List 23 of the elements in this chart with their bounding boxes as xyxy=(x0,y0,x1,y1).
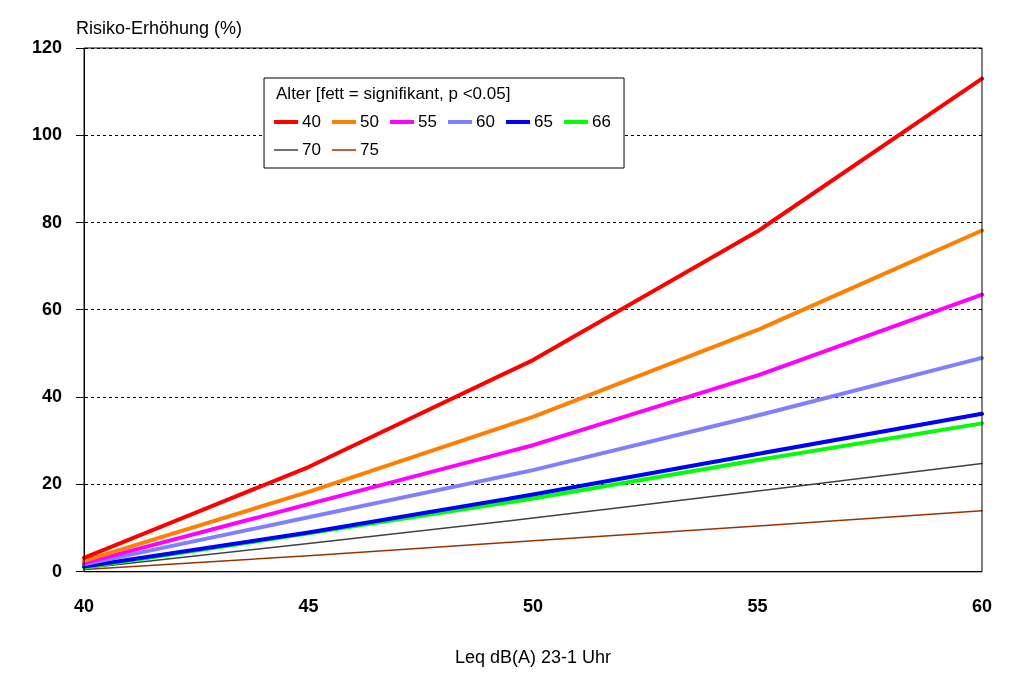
y-tick-label: 120 xyxy=(31,36,63,57)
legend-label: 65 xyxy=(534,111,553,131)
y-tick-label: 40 xyxy=(42,386,63,407)
legend-label: 70 xyxy=(302,139,321,159)
x-tick-label: 60 xyxy=(971,595,992,616)
legend-label: 55 xyxy=(418,111,437,131)
legend-title: Alter [fett = signifikant, p <0.05] xyxy=(276,83,511,103)
y-axis-title: Risiko-Erhöhung (%) xyxy=(76,17,243,38)
x-tick-label: 40 xyxy=(74,595,95,616)
legend-label: 50 xyxy=(360,111,379,131)
legend-label: 75 xyxy=(360,139,379,159)
x-tick-label: 55 xyxy=(747,595,768,616)
x-tick-label: 45 xyxy=(298,595,319,616)
y-tick-label: 20 xyxy=(42,473,63,494)
x-tick-label: 50 xyxy=(523,595,544,616)
x-axis-title: Leq dB(A) 23-1 Uhr xyxy=(454,647,612,668)
y-tick-label: 80 xyxy=(42,211,63,232)
legend-label: 66 xyxy=(592,111,611,131)
legend-label: 60 xyxy=(476,111,495,131)
y-tick-label: 60 xyxy=(42,298,63,319)
y-tick-label: 0 xyxy=(52,560,63,581)
legend-label: 40 xyxy=(302,111,321,131)
y-tick-label: 100 xyxy=(31,124,63,145)
